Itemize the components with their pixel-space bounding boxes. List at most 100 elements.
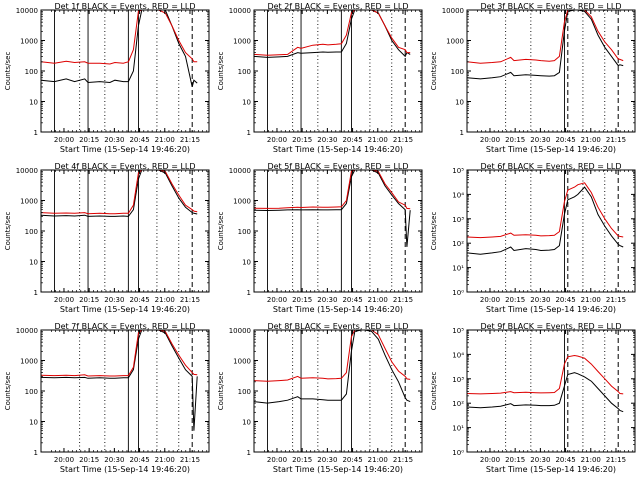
plot-frame	[466, 329, 636, 453]
plot-frame	[253, 329, 423, 453]
x-axis-label: Start Time (15-Sep-14 19:46:20)	[486, 465, 616, 474]
series-line-lld	[466, 182, 624, 239]
y-tick-label: 10	[455, 99, 464, 107]
y-tick-label: 1	[34, 129, 38, 137]
y-tick-label: 1	[34, 289, 38, 297]
x-tick-label: 21:15	[606, 456, 626, 464]
y-tick-label: 100	[238, 228, 251, 236]
y-axis-label: Counts/sec	[430, 372, 438, 411]
y-tick-label: 1	[460, 129, 464, 137]
series-line-lld	[253, 169, 411, 210]
y-axis-label: Counts/sec	[4, 212, 12, 251]
x-tick-label: 21:15	[606, 296, 626, 304]
panel-title: Det 5f BLACK = Events, RED = LLD	[267, 162, 408, 171]
panel-title: Det 2f BLACK = Events, RED = LLD	[267, 2, 408, 11]
x-axis-label: Start Time (15-Sep-14 19:46:20)	[60, 145, 190, 154]
x-tick-label: 20:00	[267, 136, 287, 144]
y-axis-label: Counts/sec	[217, 212, 225, 251]
x-tick-label: 20:00	[54, 296, 74, 304]
x-tick-label: 20:30	[104, 136, 124, 144]
x-axis-label: Start Time (15-Sep-14 19:46:20)	[486, 145, 616, 154]
x-tick-label: 20:00	[480, 136, 500, 144]
panel-det-8: Det 8f BLACK = Events, RED = LLD Counts/s…	[217, 322, 423, 474]
y-axis-label: Counts/sec	[430, 212, 438, 251]
x-tick-label: 20:15	[292, 136, 312, 144]
y-tick-label: 10	[29, 259, 38, 267]
y-tick-label: 100	[25, 228, 38, 236]
x-tick-label: 21:15	[180, 296, 200, 304]
panel-det-1: Det 1f BLACK = Events, RED = LLD Counts/s…	[4, 2, 210, 154]
x-tick-label: 20:30	[317, 136, 337, 144]
y-tick-label: 10⁴	[452, 351, 464, 359]
y-tick-label: 10	[29, 419, 38, 427]
panel-title: Det 9f BLACK = Events, RED = LLD	[480, 322, 621, 331]
series-line-lld	[466, 9, 624, 64]
y-tick-label: 10²	[452, 400, 464, 408]
series-line-lld	[253, 329, 411, 382]
x-tick-label: 21:00	[581, 296, 601, 304]
y-axis-label: Counts/sec	[4, 52, 12, 91]
x-tick-label: 20:30	[104, 456, 124, 464]
x-tick-label: 20:15	[79, 456, 99, 464]
x-tick-label: 20:45	[555, 296, 575, 304]
panel-title: Det 8f BLACK = Events, RED = LLD	[267, 322, 408, 331]
series-line-events	[40, 329, 198, 431]
x-tick-label: 20:45	[342, 136, 362, 144]
x-tick-label: 21:00	[155, 456, 175, 464]
x-tick-label: 21:00	[581, 136, 601, 144]
panel-det-6: Det 6f BLACK = Events, RED = LLD Counts/s…	[430, 162, 636, 314]
y-tick-label: 100	[238, 68, 251, 76]
x-tick-label: 20:15	[292, 296, 312, 304]
y-tick-label: 10²	[452, 240, 464, 248]
plot-frame	[40, 9, 210, 133]
y-tick-label: 1	[247, 449, 251, 457]
x-tick-label: 20:30	[317, 296, 337, 304]
x-tick-label: 20:15	[505, 296, 525, 304]
x-tick-label: 20:00	[480, 456, 500, 464]
x-tick-label: 20:45	[555, 136, 575, 144]
x-tick-label: 21:00	[368, 136, 388, 144]
y-tick-label: 10000	[442, 7, 464, 15]
y-tick-label: 100	[238, 388, 251, 396]
x-tick-label: 20:00	[54, 136, 74, 144]
y-tick-label: 1000	[233, 198, 251, 206]
y-tick-label: 10³	[452, 216, 464, 224]
x-tick-label: 20:15	[79, 136, 99, 144]
plot-frame	[40, 169, 210, 293]
y-tick-label: 1	[247, 129, 251, 137]
panel-title: Det 1f BLACK = Events, RED = LLD	[54, 2, 195, 11]
y-tick-label: 10000	[16, 167, 38, 175]
x-tick-label: 21:15	[606, 136, 626, 144]
x-tick-label: 20:45	[342, 456, 362, 464]
x-axis-label: Start Time (15-Sep-14 19:46:20)	[273, 305, 403, 314]
panel-title: Det 3f BLACK = Events, RED = LLD	[480, 2, 621, 11]
plot-frame	[253, 169, 423, 293]
x-tick-label: 20:15	[79, 296, 99, 304]
x-tick-label: 20:00	[480, 296, 500, 304]
y-axis-label: Counts/sec	[217, 52, 225, 91]
x-axis-label: Start Time (15-Sep-14 19:46:20)	[60, 305, 190, 314]
y-tick-label: 10	[242, 259, 251, 267]
y-tick-label: 10000	[16, 7, 38, 15]
panel-det-2: Det 2f BLACK = Events, RED = LLD Counts/s…	[217, 2, 423, 154]
x-tick-label: 20:45	[342, 296, 362, 304]
y-tick-label: 10¹	[452, 265, 464, 273]
series-line-events	[466, 186, 624, 255]
panel-det-9: Det 9f BLACK = Events, RED = LLD Counts/s…	[430, 322, 636, 474]
panel-title: Det 4f BLACK = Events, RED = LLD	[54, 162, 195, 171]
x-tick-label: 21:00	[368, 456, 388, 464]
x-tick-label: 20:15	[505, 136, 525, 144]
series-line-lld	[40, 329, 198, 377]
x-tick-label: 21:15	[180, 456, 200, 464]
panel-det-4: Det 4f BLACK = Events, RED = LLD Counts/s…	[4, 162, 210, 314]
x-tick-label: 20:30	[317, 456, 337, 464]
y-tick-label: 1000	[446, 38, 464, 46]
y-tick-label: 1000	[20, 358, 38, 366]
x-axis-label: Start Time (15-Sep-14 19:46:20)	[273, 465, 403, 474]
series-line-events	[253, 9, 411, 58]
y-tick-label: 10¹	[452, 425, 464, 433]
x-tick-label: 20:15	[505, 456, 525, 464]
series-line-events	[466, 9, 624, 80]
x-tick-label: 21:15	[393, 456, 413, 464]
